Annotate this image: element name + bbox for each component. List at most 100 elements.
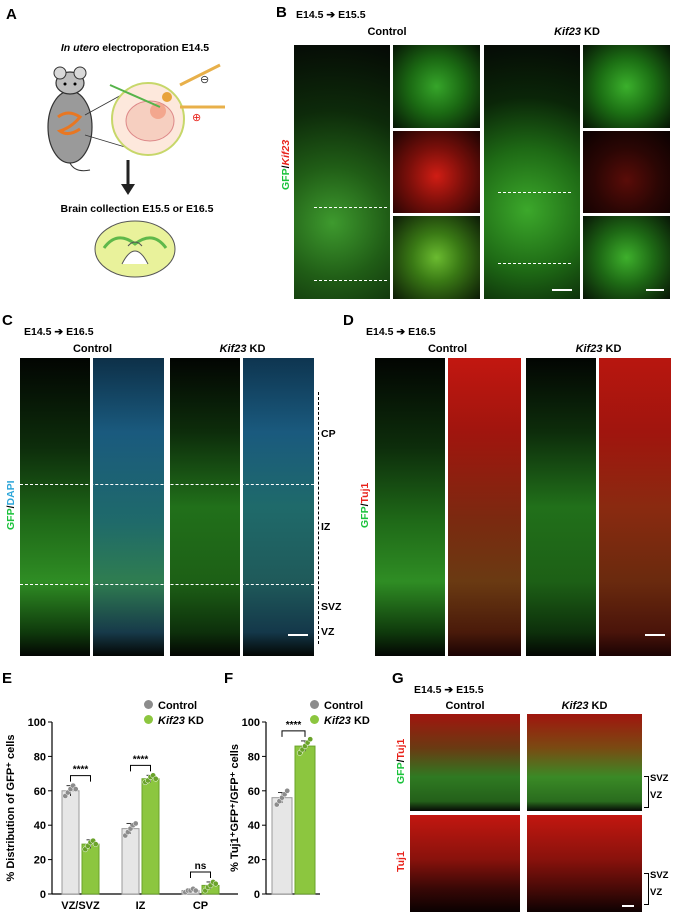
panel-c-zone-svz: SVZ <box>321 601 342 613</box>
panel-b-inset-scale-bar <box>646 289 664 291</box>
panel-c-kd-gfp <box>170 358 240 656</box>
panel-d-control-gfp <box>375 358 445 656</box>
panel-e-legend: Control Kif23 KD <box>144 700 204 727</box>
data-point <box>212 880 219 887</box>
panel-b-control-inset-red <box>393 131 480 213</box>
y-tick-label: 40 <box>34 820 46 832</box>
panel-g-scale-bar <box>622 905 634 907</box>
y-tick-label: 40 <box>248 820 260 832</box>
panel-b-timeline: E14.5 ➔ E15.5 <box>296 9 366 21</box>
mouse-electroporation-illustration: ⊖ ⊕ <box>47 63 225 172</box>
panel-f-chart: 0 20 40 60 80 100 % Tuj1⁺GFP⁺/GFP⁺ cells **** <box>229 717 320 901</box>
y-tick-label: 20 <box>34 855 46 867</box>
panel-g-control-title: Control <box>445 700 485 712</box>
panel-d-stain-label: GFP/Tuj1 <box>359 482 371 528</box>
x-tick-label: IZ <box>136 900 146 912</box>
panel-c-iz-svz-boundary <box>20 584 314 585</box>
panel-d-kd-merge <box>599 358 671 656</box>
data-point <box>72 786 79 792</box>
significance-bracket <box>70 775 91 782</box>
panel-b-control-inset-green <box>393 45 480 128</box>
bar <box>61 790 80 895</box>
panel-f-legend: Control Kif23 KD <box>310 700 370 727</box>
panel-c-label: C <box>2 312 13 329</box>
bar <box>141 778 160 895</box>
panel-d-kd-title: Kif23 KD <box>575 343 622 355</box>
panel-g-zone-vz-top: VZ <box>650 790 663 801</box>
panel-g-kd-merge <box>527 714 642 811</box>
data-point <box>152 775 159 782</box>
panel-c-timeline: E14.5 ➔ E16.5 <box>24 326 94 338</box>
x-tick-label: CP <box>193 900 208 912</box>
panel-g-zone-vz-bottom: VZ <box>650 887 663 898</box>
panel-c-zone-iz: IZ <box>321 521 331 533</box>
panel-c-kd-title: Kif23 KD <box>219 343 266 355</box>
data-point <box>92 841 99 847</box>
panel-b-control-box-bottom <box>314 280 387 281</box>
panel-g-zone-svz-top: SVZ <box>650 773 669 784</box>
y-tick-label: 80 <box>248 751 260 763</box>
data-point <box>132 820 139 827</box>
down-arrow-icon <box>121 160 135 195</box>
legend-control: Control <box>144 700 204 712</box>
panel-g-stain-label-bottom: Tuj1 <box>395 851 407 872</box>
panel-b-stain-label: GFP/Kif23 <box>280 139 292 190</box>
panel-g-label: G <box>392 670 404 687</box>
panel-b-kd-inset-red <box>583 131 670 213</box>
bar <box>294 745 316 895</box>
panel-d-timeline: E14.5 ➔ E16.5 <box>366 326 436 338</box>
svg-text:⊖: ⊖ <box>200 74 209 86</box>
y-axis-label: % Distribution of GFP⁺ cells <box>5 735 17 882</box>
significance-bracket <box>190 871 211 878</box>
panel-b-control-box <box>314 207 387 208</box>
panel-b-kd-inset-merge <box>583 216 670 299</box>
panel-c-zone-vz: VZ <box>321 626 335 638</box>
panel-c-control-gfp <box>20 358 90 656</box>
panel-d-scale-bar <box>645 634 665 636</box>
legend-kd: Kif23 KD <box>144 715 204 727</box>
panel-b-control-overview <box>294 45 390 299</box>
panel-b-scale-bar <box>552 289 572 291</box>
significance-label: ns <box>195 861 207 872</box>
legend-control: Control <box>310 700 370 712</box>
panel-g-bracket-top <box>644 776 649 808</box>
panel-b-control-inset-merge <box>393 216 480 299</box>
bar <box>271 797 293 895</box>
y-tick-label: 0 <box>40 889 46 901</box>
significance-label: **** <box>73 765 89 776</box>
panel-d-control-merge <box>448 358 521 656</box>
panel-c-scale-bar <box>288 634 308 636</box>
panel-b-label: B <box>276 4 287 21</box>
y-tick-label: 60 <box>34 786 46 798</box>
y-tick-label: 100 <box>242 717 260 729</box>
significance-bracket <box>281 730 306 737</box>
data-point <box>307 736 314 743</box>
y-tick-label: 100 <box>28 717 46 729</box>
panel-d-label: D <box>343 312 354 329</box>
panel-b-kd-box-bottom <box>498 263 571 264</box>
panel-g-kd-tuj1 <box>527 815 642 912</box>
legend-kd: Kif23 KD <box>310 715 370 727</box>
x-tick-label: VZ/SVZ <box>61 900 100 912</box>
bar <box>121 828 140 895</box>
significance-label: **** <box>286 720 302 731</box>
panel-g-kd-title: Kif23 KD <box>561 700 608 712</box>
svg-text:⊕: ⊕ <box>192 112 201 124</box>
panel-d-kd-gfp <box>526 358 596 656</box>
panel-b-kd-overview <box>484 45 580 299</box>
panel-e-label: E <box>2 670 13 687</box>
y-tick-label: 0 <box>254 889 260 901</box>
panel-a-title: In utero electroporation E14.5 <box>60 42 210 54</box>
panel-c-stain-label: GFP/DAPI <box>5 480 17 530</box>
panel-g-timeline: E14.5 ➔ E15.5 <box>414 684 484 696</box>
panel-b-kd-box <box>498 192 571 193</box>
panel-c-control-title: Control <box>72 343 113 355</box>
panel-c-zone-cp: CP <box>321 428 336 440</box>
panel-g-stain-label-top: GFP/Tuj1 <box>395 738 407 784</box>
panel-b-kd-title: Kif23 KD <box>554 26 600 38</box>
panel-g-control-merge <box>410 714 520 811</box>
panel-g-bracket-bottom <box>644 873 649 905</box>
panel-a-label: A <box>6 6 17 23</box>
panel-f-label: F <box>224 670 234 687</box>
panel-c-cp-iz-boundary <box>20 484 314 485</box>
